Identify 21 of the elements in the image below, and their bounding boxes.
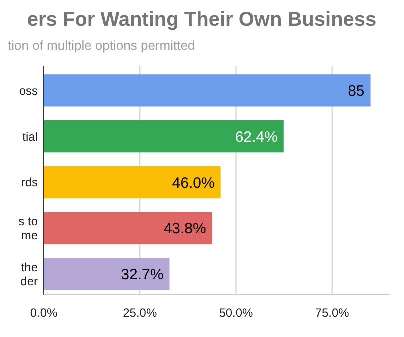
data-label: 85 — [348, 82, 365, 100]
y-tick-label: oss — [19, 84, 38, 98]
bar — [44, 74, 371, 107]
y-tick-label: s to me — [18, 214, 38, 243]
bar — [44, 258, 170, 290]
x-tick-label: 25.0% — [123, 306, 158, 320]
y-tick-label: the der — [20, 260, 38, 289]
chart-title: ers For Wanting Their Own Business — [27, 9, 377, 31]
data-label: 46.0% — [172, 174, 215, 192]
chart-subtitle: tion of multiple options permitted — [8, 38, 196, 53]
y-tick-label: rds — [21, 176, 38, 190]
data-label: 62.4% — [235, 128, 278, 146]
bar — [44, 212, 212, 244]
bar — [44, 166, 221, 199]
bar — [44, 120, 284, 153]
data-label: 32.7% — [121, 266, 164, 284]
data-label: 43.8% — [164, 220, 206, 238]
x-tick-label: 50.0% — [219, 306, 254, 320]
x-tick-label: 0.0% — [30, 306, 58, 320]
y-tick-label: tial — [22, 130, 38, 144]
x-tick-label: 75.0% — [315, 306, 350, 320]
